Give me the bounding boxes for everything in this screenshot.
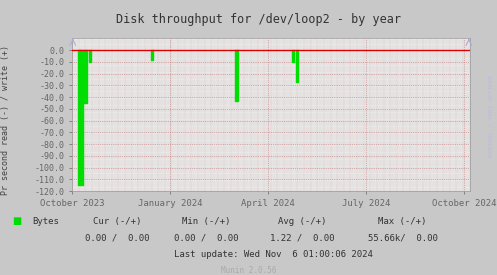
Text: 55.66k/  0.00: 55.66k/ 0.00 [368, 233, 437, 242]
Text: ■: ■ [12, 216, 22, 226]
Text: Munin 2.0.56: Munin 2.0.56 [221, 266, 276, 274]
Text: 0.00 /  0.00: 0.00 / 0.00 [84, 233, 149, 242]
Text: RRDTOOL / TOBI OETIKER: RRDTOOL / TOBI OETIKER [489, 74, 494, 157]
Text: Disk throughput for /dev/loop2 - by year: Disk throughput for /dev/loop2 - by year [116, 13, 401, 26]
Text: Last update: Wed Nov  6 01:00:06 2024: Last update: Wed Nov 6 01:00:06 2024 [174, 250, 373, 259]
Text: Cur (-/+): Cur (-/+) [92, 217, 141, 226]
Text: Max (-/+): Max (-/+) [378, 217, 427, 226]
Text: Avg (-/+): Avg (-/+) [278, 217, 327, 226]
Text: Pr second read (-) / write (+): Pr second read (-) / write (+) [1, 45, 10, 195]
Text: Min (-/+): Min (-/+) [182, 217, 231, 226]
Text: 0.00 /  0.00: 0.00 / 0.00 [174, 233, 239, 242]
Text: 1.22 /  0.00: 1.22 / 0.00 [270, 233, 334, 242]
Text: Bytes: Bytes [32, 217, 59, 226]
